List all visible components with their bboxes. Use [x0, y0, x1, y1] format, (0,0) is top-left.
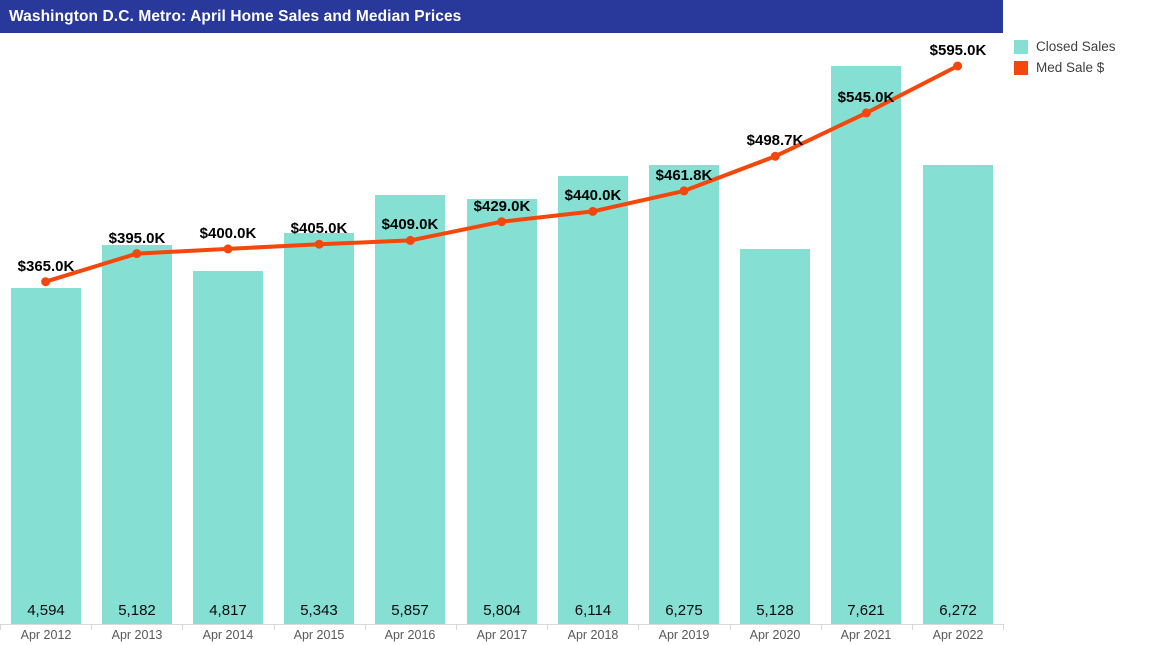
x-axis-label: Apr 2017: [476, 628, 528, 642]
bar-closed-sales-apr-2013: 5,182: [102, 245, 172, 624]
bar-closed-sales-apr-2014: 4,817: [193, 271, 263, 624]
chart-title-bar: Washington D.C. Metro: April Home Sales …: [0, 0, 1003, 33]
chart-legend: Closed Sales Med Sale $: [1014, 39, 1116, 75]
line-marker: [953, 61, 963, 71]
line-marker: [223, 244, 233, 254]
price-data-label: $461.8K: [655, 167, 713, 184]
axis-tick: [91, 624, 92, 630]
bar-closed-sales-apr-2012: 4,594: [11, 288, 81, 624]
line-marker: [770, 151, 780, 161]
axis-tick: [912, 624, 913, 630]
x-axis-label: Apr 2019: [658, 628, 710, 642]
x-axis-label: Apr 2021: [840, 628, 892, 642]
legend-item-med-sale: Med Sale $: [1014, 60, 1116, 75]
x-axis-label: Apr 2012: [20, 628, 72, 642]
bar-value-label: 4,817: [209, 602, 247, 619]
line-marker: [41, 277, 51, 287]
x-axis-label: Apr 2016: [384, 628, 436, 642]
axis-tick: [0, 624, 1, 630]
x-axis-label: Apr 2013: [111, 628, 163, 642]
x-axis-label: Apr 2015: [293, 628, 345, 642]
price-data-label: $595.0K: [929, 42, 987, 59]
price-data-label: $409.0K: [381, 216, 439, 233]
x-axis-label: Apr 2022: [932, 628, 984, 642]
axis-tick: [182, 624, 183, 630]
price-data-label: $545.0K: [837, 89, 895, 106]
price-data-label: $440.0K: [564, 187, 622, 204]
axis-tick: [456, 624, 457, 630]
bar-value-label: 6,114: [574, 602, 612, 619]
price-data-label: $405.0K: [290, 220, 348, 237]
bar-value-label: 6,275: [665, 602, 703, 619]
bar-closed-sales-apr-2017: 5,804: [467, 199, 537, 624]
legend-label-closed-sales: Closed Sales: [1036, 39, 1116, 54]
bar-closed-sales-apr-2016: 5,857: [375, 195, 445, 624]
x-axis-label: Apr 2018: [567, 628, 619, 642]
bar-closed-sales-apr-2019: 6,275: [649, 165, 719, 624]
legend-label-med-sale: Med Sale $: [1036, 60, 1105, 75]
axis-tick: [730, 624, 731, 630]
axis-tick: [1003, 624, 1004, 630]
price-data-label: $400.0K: [199, 225, 257, 242]
legend-swatch-med-sale: [1014, 60, 1028, 75]
axis-tick: [274, 624, 275, 630]
price-data-label: $498.7K: [746, 132, 804, 149]
x-axis-label: Apr 2014: [202, 628, 254, 642]
legend-item-closed-sales: Closed Sales: [1014, 39, 1116, 54]
bar-value-label: 5,343: [300, 602, 338, 619]
x-axis-label: Apr 2020: [749, 628, 801, 642]
axis-tick: [365, 624, 366, 630]
bar-value-label: 7,621: [847, 602, 885, 619]
bar-closed-sales-apr-2022: 6,272: [923, 165, 993, 624]
axis-tick: [821, 624, 822, 630]
price-data-label: $365.0K: [17, 258, 75, 275]
bar-closed-sales-apr-2018: 6,114: [558, 176, 628, 624]
bar-value-label: 4,594: [27, 602, 65, 619]
bar-value-label: 5,128: [756, 602, 794, 619]
axis-tick: [547, 624, 548, 630]
bar-closed-sales-apr-2021: 7,621: [831, 66, 901, 624]
bar-closed-sales-apr-2015: 5,343: [284, 233, 354, 624]
x-axis-line: [0, 624, 1003, 625]
bar-value-label: 6,272: [939, 602, 977, 619]
legend-swatch-closed-sales: [1014, 39, 1028, 54]
bar-value-label: 5,857: [391, 602, 429, 619]
bar-value-label: 5,804: [483, 602, 521, 619]
bar-closed-sales-apr-2020: 5,128: [740, 249, 810, 624]
bar-value-label: 5,182: [118, 602, 156, 619]
axis-tick: [638, 624, 639, 630]
price-data-label: $429.0K: [473, 198, 531, 215]
chart-title: Washington D.C. Metro: April Home Sales …: [9, 7, 462, 25]
price-data-label: $395.0K: [108, 230, 166, 247]
